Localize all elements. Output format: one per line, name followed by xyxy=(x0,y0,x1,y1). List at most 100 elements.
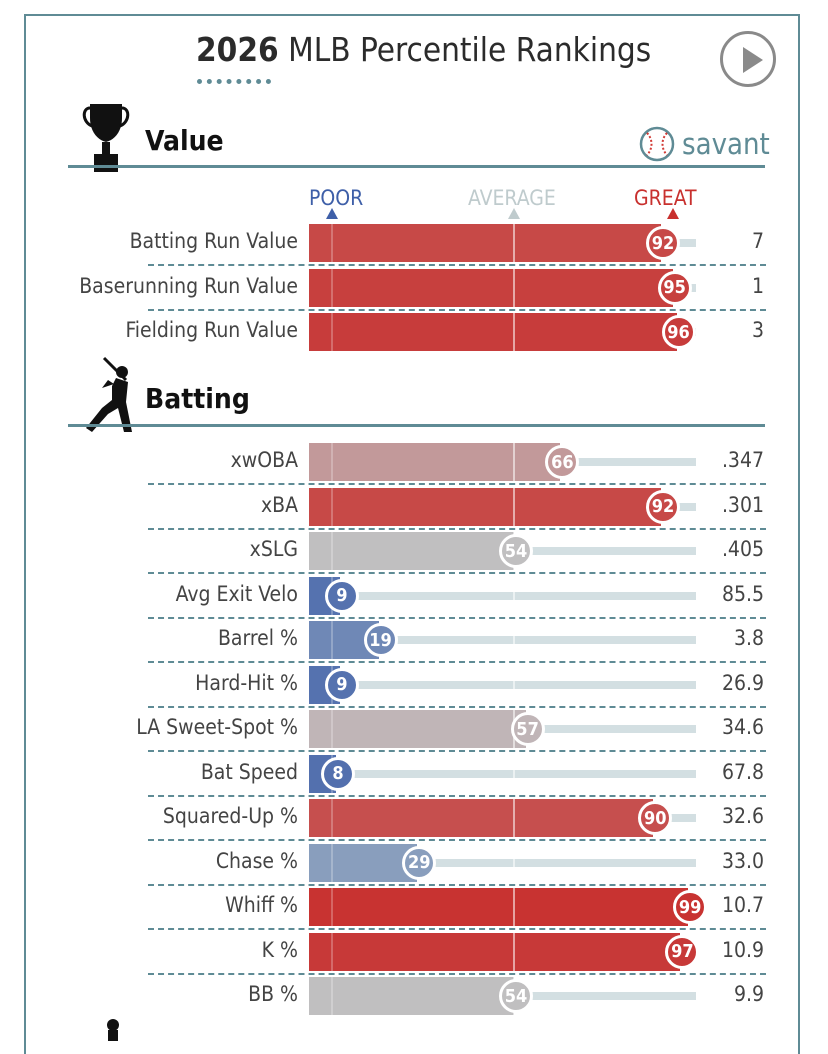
reference-line xyxy=(331,532,333,570)
percentile-dot: 92 xyxy=(646,226,681,260)
average-line xyxy=(513,576,515,615)
metric-value: 7 xyxy=(751,229,764,253)
row-divider xyxy=(148,308,766,311)
metric-value: 34.6 xyxy=(721,715,764,739)
reference-line xyxy=(331,224,333,262)
metric-label: Bat Speed xyxy=(200,759,298,784)
metric-label: Fielding Run Value xyxy=(125,318,298,342)
metric-value: .405 xyxy=(721,537,764,561)
metric-value: 10.7 xyxy=(721,893,764,917)
percentile-bar xyxy=(309,932,681,971)
row-divider xyxy=(148,750,766,752)
reference-line xyxy=(331,799,333,837)
metric-row[interactable]: Batting Run Value 92 7 xyxy=(0,221,828,266)
metric-row[interactable]: Bat Speed 8 67.8 xyxy=(0,752,828,797)
metric-row[interactable]: Fielding Run Value 96 3 xyxy=(0,310,828,354)
reference-line xyxy=(331,888,333,926)
percentile-dot: 54 xyxy=(498,979,533,1013)
average-line xyxy=(513,665,515,704)
reference-line xyxy=(331,710,333,748)
percentile-dot: 54 xyxy=(498,534,533,568)
percentile-bar xyxy=(309,313,677,351)
reference-line xyxy=(331,443,333,481)
metric-row[interactable]: LA Sweet-Spot % 57 34.6 xyxy=(0,707,828,752)
average-line xyxy=(513,268,515,307)
percentile-bar xyxy=(309,224,662,262)
row-divider xyxy=(148,839,766,841)
metric-row[interactable]: Barrel % 19 3.8 xyxy=(0,618,828,663)
average-line xyxy=(513,843,515,882)
percentile-bar xyxy=(309,799,654,837)
value-section-line xyxy=(68,165,765,168)
metric-label: Squared-Up % xyxy=(162,804,298,828)
metric-row[interactable]: K % 97 10.9 xyxy=(0,930,828,975)
page-title: 2026 MLB Percentile Rankings xyxy=(196,30,651,69)
metric-value: 3.8 xyxy=(733,626,764,650)
average-line xyxy=(513,799,515,837)
percentile-bar xyxy=(309,888,689,926)
metric-row[interactable]: Whiff % 99 10.7 xyxy=(0,885,828,930)
reference-line xyxy=(331,621,333,659)
percentile-track xyxy=(309,858,696,867)
metric-value: 10.9 xyxy=(721,937,764,962)
row-divider xyxy=(148,572,766,574)
percentile-dot: 95 xyxy=(657,270,692,305)
percentile-dot: 19 xyxy=(363,623,398,657)
percentile-dot: 90 xyxy=(638,801,673,835)
batting-section-line xyxy=(68,424,765,427)
metric-row[interactable]: Avg Exit Velo 9 85.5 xyxy=(0,574,828,619)
percentile-bar xyxy=(309,977,514,1015)
savant-brand-text: savant xyxy=(682,127,770,161)
metric-value: 3 xyxy=(751,318,764,342)
reference-line xyxy=(331,932,333,971)
average-line xyxy=(513,443,515,481)
metric-value: .347 xyxy=(721,448,764,472)
metric-row[interactable]: Baserunning Run Value 95 1 xyxy=(0,266,828,311)
row-divider xyxy=(148,483,766,485)
metric-value: 67.8 xyxy=(721,759,764,784)
play-button[interactable] xyxy=(720,31,776,87)
percentile-bar xyxy=(309,843,418,882)
percentile-bar xyxy=(309,487,662,526)
metric-row[interactable]: xwOBA 66 .347 xyxy=(0,440,828,485)
row-divider xyxy=(148,883,766,886)
average-line xyxy=(513,487,515,526)
metric-label: Barrel % xyxy=(217,626,298,650)
title-underline xyxy=(197,79,271,84)
row-divider xyxy=(148,705,766,708)
percentile-dot: 57 xyxy=(510,712,545,746)
row-divider xyxy=(148,616,766,619)
pitcher-icon xyxy=(107,1019,119,1041)
metric-row[interactable]: Squared-Up % 90 32.6 xyxy=(0,796,828,841)
percentile-dot: 92 xyxy=(646,489,681,524)
metric-label: Chase % xyxy=(215,848,298,873)
metric-row[interactable]: Chase % 29 33.0 xyxy=(0,841,828,886)
percentile-track xyxy=(309,591,696,600)
savant-logo[interactable]: savant xyxy=(638,126,770,162)
metric-row[interactable]: Hard-Hit % 9 26.9 xyxy=(0,663,828,708)
metric-row[interactable]: xBA 92 .301 xyxy=(0,485,828,530)
metric-row[interactable]: xSLG 54 .405 xyxy=(0,529,828,574)
title-year: 2026 xyxy=(196,30,279,69)
value-section-title: Value xyxy=(145,124,224,157)
row-divider xyxy=(148,527,766,530)
metric-value: 85.5 xyxy=(721,581,764,606)
row-divider xyxy=(148,661,766,663)
metric-label: Hard-Hit % xyxy=(195,670,298,695)
average-line xyxy=(513,224,515,262)
percentile-dot: 9 xyxy=(324,667,359,702)
percentile-dot: 97 xyxy=(665,934,700,969)
percentile-track xyxy=(309,769,696,778)
percentile-bar xyxy=(309,532,514,570)
metric-label: Whiff % xyxy=(225,893,298,917)
metric-value: 32.6 xyxy=(721,804,764,828)
metric-label: LA Sweet-Spot % xyxy=(136,715,298,739)
metric-label: xwOBA xyxy=(230,448,298,472)
scale-great-label: GREAT xyxy=(634,186,697,210)
percentile-bar xyxy=(309,710,526,748)
metric-row[interactable]: BB % 54 9.9 xyxy=(0,974,828,1018)
percentile-dot: 29 xyxy=(402,845,437,880)
reference-line xyxy=(331,843,333,882)
metric-label: BB % xyxy=(248,982,298,1006)
average-line xyxy=(513,313,515,351)
